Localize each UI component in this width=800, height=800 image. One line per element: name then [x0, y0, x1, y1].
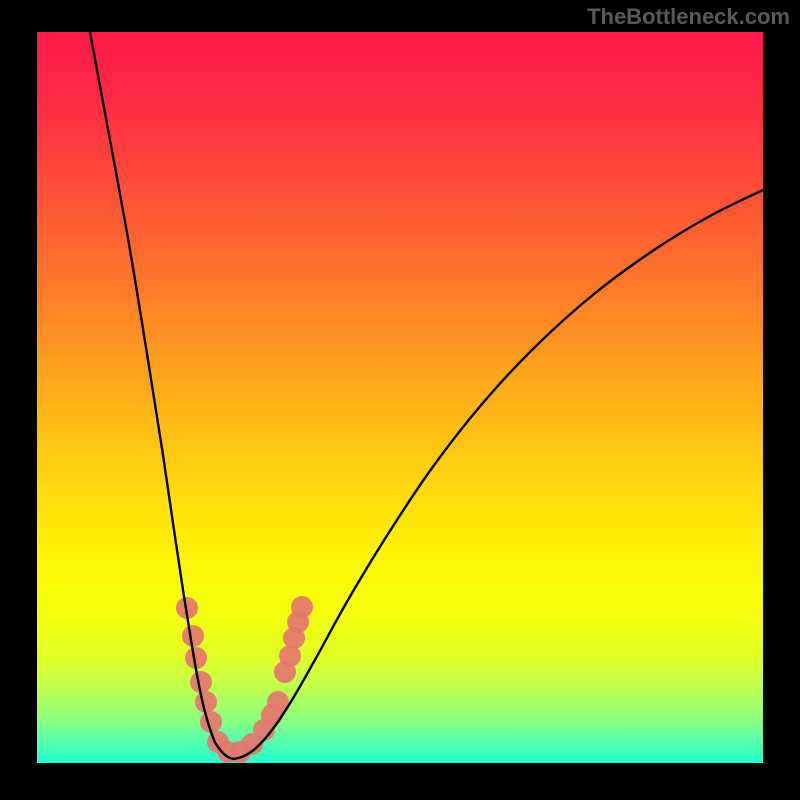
data-marker [182, 625, 204, 647]
left-curve [90, 32, 234, 759]
curves-overlay [0, 0, 800, 800]
data-marker [195, 691, 217, 713]
data-marker [291, 596, 313, 618]
chart-container: TheBottleneck.com [0, 0, 800, 800]
watermark-text: TheBottleneck.com [587, 4, 790, 30]
right-curve [234, 190, 763, 759]
